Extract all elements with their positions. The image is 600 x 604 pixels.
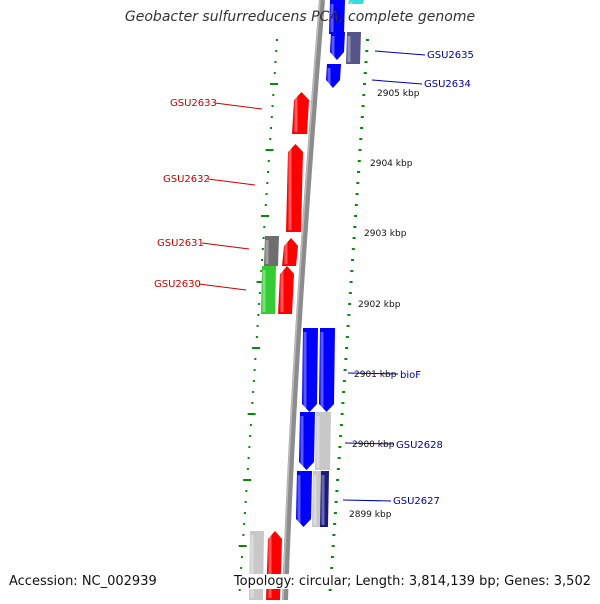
gene-arrow xyxy=(292,92,309,134)
gene-label: GSU2630 xyxy=(154,279,201,290)
genome-summary-text: Topology: circular; Length: 3,814,139 bp… xyxy=(229,574,591,589)
kbp-scale: 2905 kbp 2904 kbp 2903 kbp 2902 kbp 2901 kbp… xyxy=(349,89,420,520)
gene-arrow xyxy=(326,64,341,88)
backbone-arc xyxy=(282,0,325,601)
kbp-label: 2905 kbp xyxy=(377,89,420,99)
gene-label: GSU2628 xyxy=(396,440,443,451)
tick-ring-outer xyxy=(328,39,369,591)
gene-arrow xyxy=(302,328,318,412)
gene-label-leader xyxy=(374,50,426,56)
gene-label-leader xyxy=(214,102,263,110)
gene-label-leader xyxy=(201,242,250,250)
gene-label: GSU2635 xyxy=(427,50,474,61)
gene-arrow xyxy=(319,328,335,412)
gene-arrow xyxy=(346,32,361,64)
gene-label-leader xyxy=(371,79,423,85)
kbp-label: 2903 kbp xyxy=(364,229,407,239)
kbp-label: 2899 kbp xyxy=(349,510,392,520)
gene-arrow xyxy=(282,238,298,266)
gene-arrow xyxy=(320,471,329,527)
gene-label-leader xyxy=(347,372,399,375)
kbp-label: 2904 kbp xyxy=(370,159,413,169)
gene-arrow xyxy=(266,531,282,600)
gene-label: GSU2627 xyxy=(393,496,440,507)
gene-labels: GSU2633 GSU2632 GSU2631 GSU2630 GSU2635 GSU26… xyxy=(154,50,474,507)
gene-arrow xyxy=(261,266,276,314)
gene-arrow xyxy=(329,0,345,34)
gene-label: GSU2634 xyxy=(424,79,471,90)
gene-label: bioF xyxy=(400,370,421,381)
gene-label-leader xyxy=(207,178,256,186)
accession-text: Accession: NC_002939 xyxy=(9,574,157,589)
kbp-label: 2901 kbp xyxy=(354,370,397,380)
gene-track xyxy=(249,0,364,600)
kbp-label: 2902 kbp xyxy=(358,300,401,310)
gene-label: GSU2632 xyxy=(163,174,210,185)
gene-arrow xyxy=(348,0,364,4)
gene-label: GSU2631 xyxy=(157,238,204,249)
tick-ring-inner xyxy=(238,39,279,591)
gene-label-leader xyxy=(344,442,395,445)
gene-arrow xyxy=(278,266,294,314)
gene-arrow xyxy=(296,471,312,527)
genome-title: Geobacter sulfurreducens PCA, complete g… xyxy=(124,9,476,25)
gene-arrow xyxy=(299,412,315,470)
backbone-highlight xyxy=(282,0,321,601)
gene-label: GSU2633 xyxy=(170,98,217,109)
gene-arrow xyxy=(330,32,345,60)
gene-arrow xyxy=(315,412,331,470)
gene-arrow xyxy=(264,236,279,266)
gene-arrow xyxy=(286,144,303,232)
gene-label-leader xyxy=(198,283,247,291)
gene-label-leader xyxy=(342,499,392,502)
kbp-label: 2900 kbp xyxy=(352,440,395,450)
genome-backbone xyxy=(282,0,325,601)
gene-arrow xyxy=(312,471,321,527)
